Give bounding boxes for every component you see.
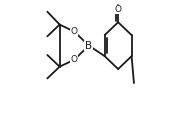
Text: O: O (71, 27, 78, 36)
Text: B: B (85, 41, 92, 51)
Text: O: O (115, 5, 122, 14)
Text: O: O (71, 55, 78, 64)
